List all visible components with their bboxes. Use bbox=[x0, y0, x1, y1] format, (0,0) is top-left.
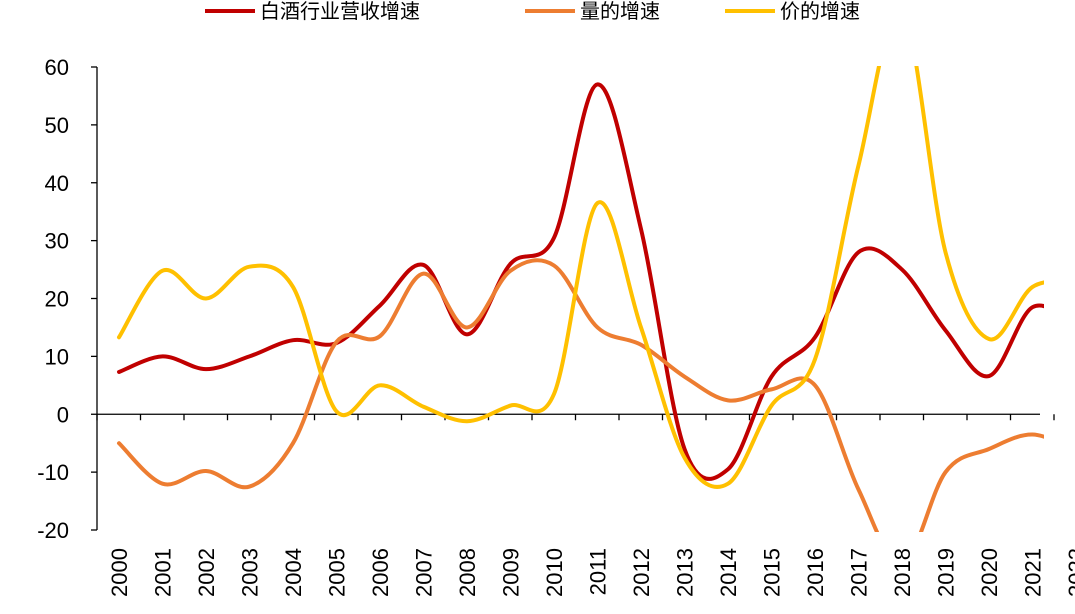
x-tick-label: 2004 bbox=[281, 548, 306, 597]
x-tick-label: 2016 bbox=[803, 548, 828, 597]
x-tick-label: 2012 bbox=[629, 548, 654, 597]
x-tick-label: 2011 bbox=[586, 548, 611, 595]
x-tick-label: 2014 bbox=[716, 548, 741, 597]
x-tick-label: 2006 bbox=[368, 548, 393, 597]
series-line bbox=[117, 82, 1044, 481]
y-tick-label: 60 bbox=[45, 55, 69, 80]
series-line bbox=[117, 258, 1044, 532]
y-tick-label: 10 bbox=[45, 344, 69, 369]
x-tick-label: 2002 bbox=[194, 548, 219, 597]
x-axis: 2000 2001 2002 2003 2004 2005 2006 2007 2008 2009… bbox=[96, 413, 1075, 597]
y-tick-label: -20 bbox=[37, 518, 69, 543]
x-tick-label: 2007 bbox=[412, 548, 437, 597]
y-tick-label: 30 bbox=[45, 229, 69, 254]
legend-label: 白酒行业营收增速 bbox=[260, 0, 420, 23]
x-tick-label: 2019 bbox=[934, 548, 959, 597]
y-tick-label: -10 bbox=[37, 460, 69, 485]
x-tick-label: 2000 bbox=[107, 548, 132, 597]
x-tick-label: 2009 bbox=[499, 548, 524, 597]
series-layer bbox=[117, 66, 1044, 532]
x-tick-label: 2001 bbox=[151, 548, 176, 597]
series-line bbox=[117, 66, 1044, 489]
y-tick-label: 20 bbox=[45, 287, 69, 312]
x-tick-label: 2017 bbox=[847, 548, 872, 597]
x-tick-label: 2003 bbox=[238, 548, 263, 597]
x-tick-label: 2020 bbox=[977, 548, 1002, 597]
x-tick-label: 2013 bbox=[673, 548, 698, 597]
y-tick-label: 50 bbox=[45, 113, 69, 138]
legend-label: 价的增速 bbox=[780, 0, 860, 23]
x-tick-label: 2021 bbox=[1021, 548, 1046, 597]
x-tick-label: 2022 bbox=[1064, 548, 1075, 597]
legend: 白酒行业营收增速 量的增速 价的增速 bbox=[205, 0, 860, 23]
x-tick-label: 2005 bbox=[325, 548, 350, 597]
y-axis: 60 50 40 30 20 10 0 -10 -20 bbox=[37, 55, 98, 543]
y-tick-label: 40 bbox=[45, 171, 69, 196]
x-tick-label: 2015 bbox=[760, 548, 785, 597]
legend-label: 量的增速 bbox=[580, 0, 660, 23]
x-tick-label: 2018 bbox=[890, 548, 915, 597]
x-tick-label: 2008 bbox=[455, 548, 480, 597]
x-tick-label: 2010 bbox=[542, 548, 567, 597]
y-tick-label: 0 bbox=[57, 402, 69, 427]
